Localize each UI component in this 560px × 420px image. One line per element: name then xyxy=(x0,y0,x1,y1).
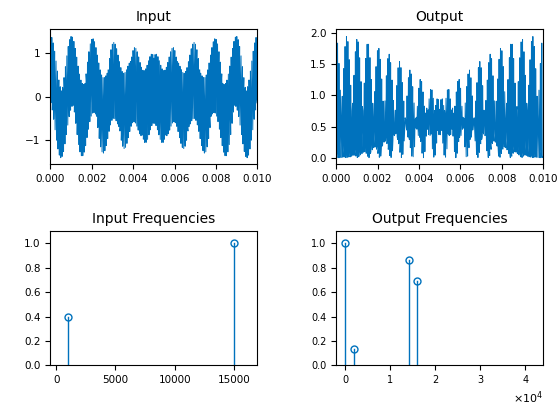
Text: $\times10^4$: $\times10^4$ xyxy=(513,390,543,406)
Title: Output: Output xyxy=(416,10,464,24)
Title: Output Frequencies: Output Frequencies xyxy=(372,212,507,226)
Title: Input Frequencies: Input Frequencies xyxy=(92,212,216,226)
Title: Input: Input xyxy=(136,10,172,24)
